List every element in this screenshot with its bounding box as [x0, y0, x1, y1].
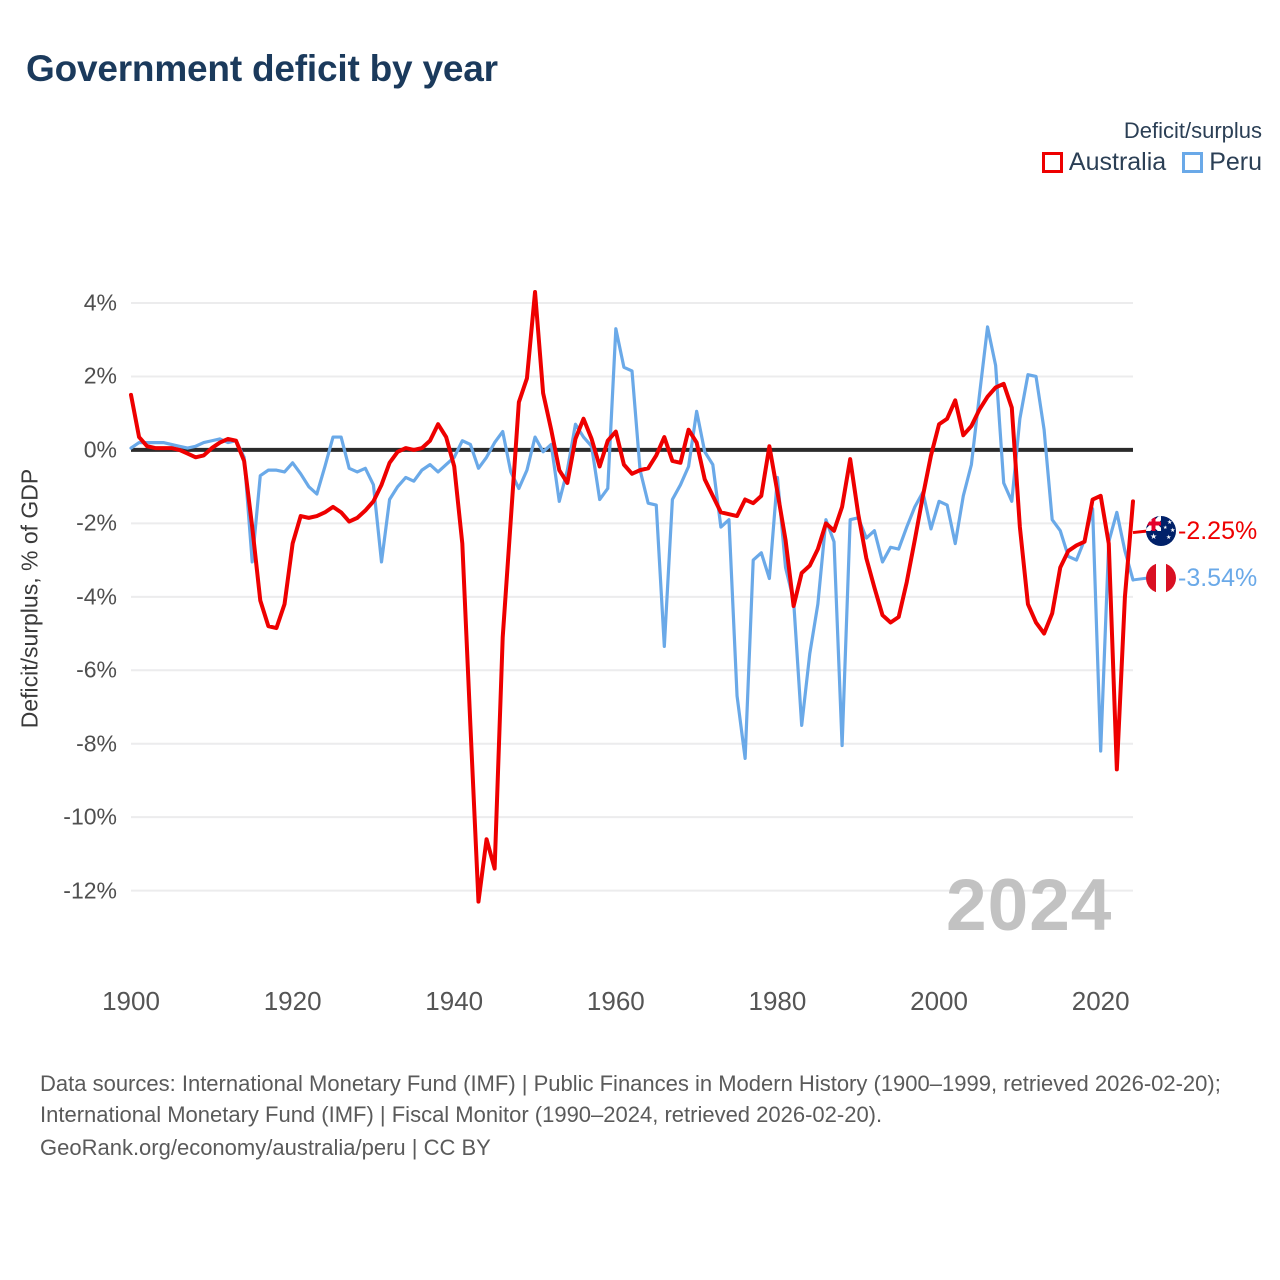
footer-sources: Data sources: International Monetary Fun… — [40, 1071, 1221, 1128]
legend-item-peru[interactable]: Peru — [1182, 150, 1262, 175]
end-label-australia: ★ ★ ★ ★ ★ -2.25% — [1146, 516, 1257, 546]
y-tick-label: -4% — [76, 583, 117, 610]
y-tick-label: -2% — [76, 509, 117, 536]
x-tick-label: 2000 — [910, 986, 968, 1016]
australia-flag-icon: ★ ★ ★ ★ ★ — [1146, 516, 1176, 546]
end-label-value-australia: -2.25% — [1178, 516, 1258, 545]
legend: Deficit/surplus Australia Peru — [1041, 118, 1262, 176]
y-tick-label: 4% — [83, 289, 117, 316]
legend-swatch-peru — [1182, 152, 1204, 173]
y-tick-label: -12% — [63, 877, 117, 904]
y-tick-label: 0% — [83, 436, 117, 463]
series-line-australia — [129, 290, 1135, 904]
series-line-peru — [129, 325, 1135, 761]
footer-attribution: GeoRank.org/economy/australia/peru | CC … — [40, 1135, 491, 1161]
legend-title: Deficit/surplus — [1123, 118, 1262, 143]
y-tick-label: -6% — [76, 656, 117, 683]
x-tick-label: 1940 — [425, 986, 484, 1016]
x-tick-label: 2020 — [1071, 986, 1130, 1016]
legend-item-australia[interactable]: Australia — [1041, 148, 1167, 176]
legend-label-peru: Peru — [1209, 148, 1262, 176]
x-tick-label: 1980 — [748, 986, 807, 1016]
legend-items: Australia Peru — [1041, 148, 1262, 176]
footer: Data sources: International Monetary Fun… — [40, 1068, 1250, 1164]
y-tick-label: -8% — [76, 730, 117, 757]
x-tick-label: 1960 — [586, 986, 645, 1016]
legend-swatch-australia — [1041, 152, 1063, 173]
end-label-value-peru: -3.54% — [1178, 563, 1258, 592]
peru-flag-icon — [1146, 563, 1176, 593]
gridlines — [131, 302, 1133, 892]
y-tick-label: -10% — [63, 803, 117, 830]
y-tick-label: 2% — [83, 362, 117, 389]
page-title: Government deficit by year — [26, 48, 498, 89]
year-watermark: 2024 — [946, 865, 1113, 946]
end-label-peru: -3.54% — [1146, 563, 1257, 593]
x-tick-label: 1920 — [263, 986, 322, 1016]
legend-label-australia: Australia — [1068, 148, 1167, 176]
x-tick-label: 1900 — [102, 986, 160, 1016]
